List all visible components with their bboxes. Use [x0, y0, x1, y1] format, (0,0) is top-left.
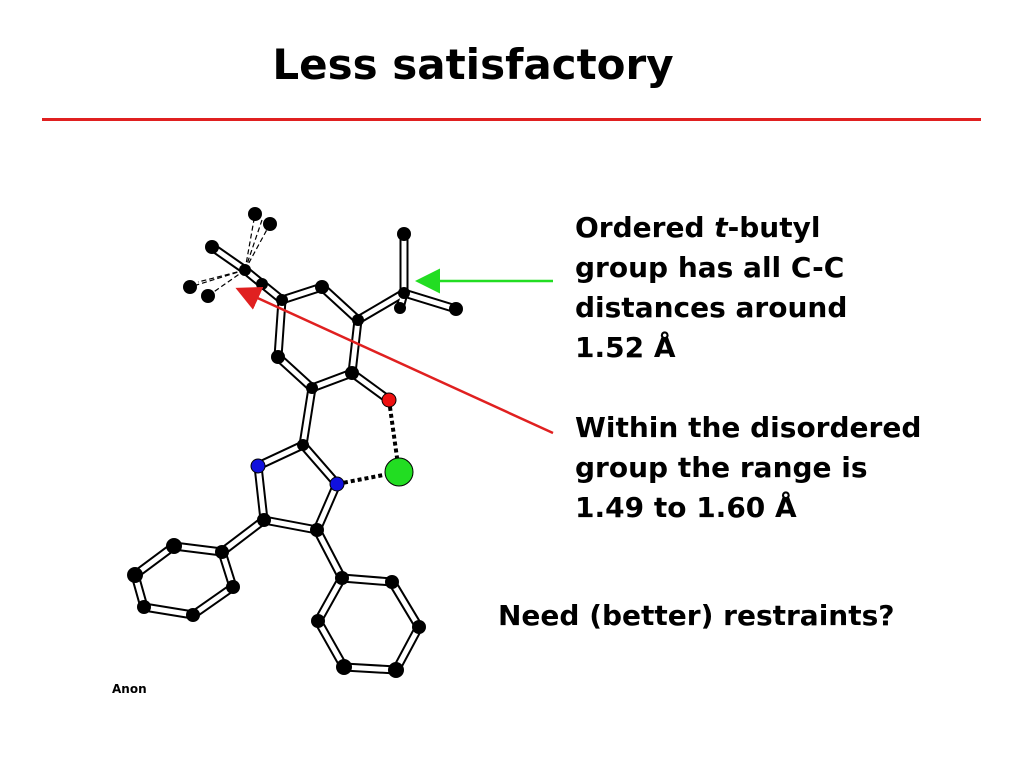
disordered-group-note: Within the disordered group the range is… [575, 408, 1015, 528]
restraints-question: Need (better) restraints? [498, 599, 895, 632]
nitrogen-atom-left [250, 458, 266, 474]
disordered-note-line-1: Within the disordered [575, 411, 922, 444]
ordered-note-t-italic: t [714, 211, 728, 244]
ordered-note-line-3: distances around [575, 291, 848, 324]
oxygen-atom [381, 392, 397, 408]
credit-label: Anon [112, 682, 147, 696]
title-rule [42, 118, 981, 121]
ordered-note-line-2: group has all C-C [575, 251, 845, 284]
nitrogen-atom-right [329, 476, 345, 492]
disordered-bonds [189, 213, 271, 297]
carbon-atoms [127, 207, 463, 678]
disordered-note-line-2: group the range is [575, 451, 868, 484]
disordered-note-line-3: 1.49 to 1.60 Å [575, 491, 797, 524]
ordered-note-line-4: 1.52 Å [575, 331, 676, 364]
red-arrow [235, 286, 554, 435]
chlorine-atom [384, 457, 414, 487]
ordered-note-line-1: Ordered t-butyl [575, 211, 821, 244]
slide-title: Less satisfactory [272, 40, 674, 89]
ordered-tbutyl-note: Ordered t-butyl group has all C-C distan… [575, 208, 1015, 368]
